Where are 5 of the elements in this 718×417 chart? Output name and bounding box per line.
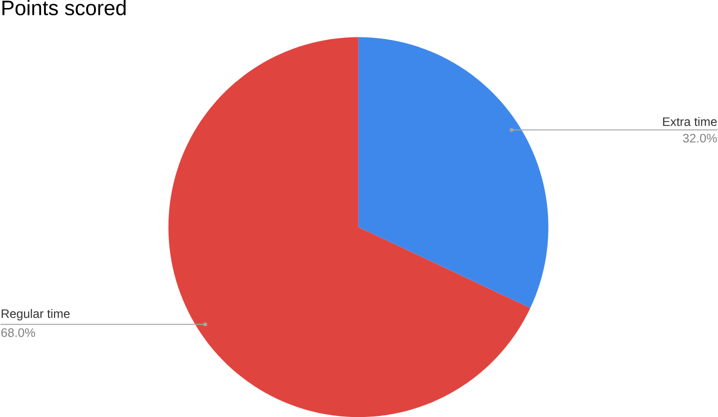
data-label: 32.0% <box>682 134 717 142</box>
slice-label: Regular time <box>2 308 70 320</box>
slice-label: Extra time <box>663 116 717 126</box>
data-label: 68.0% <box>1 328 36 337</box>
chart-title: Points scored <box>2 0 126 16</box>
